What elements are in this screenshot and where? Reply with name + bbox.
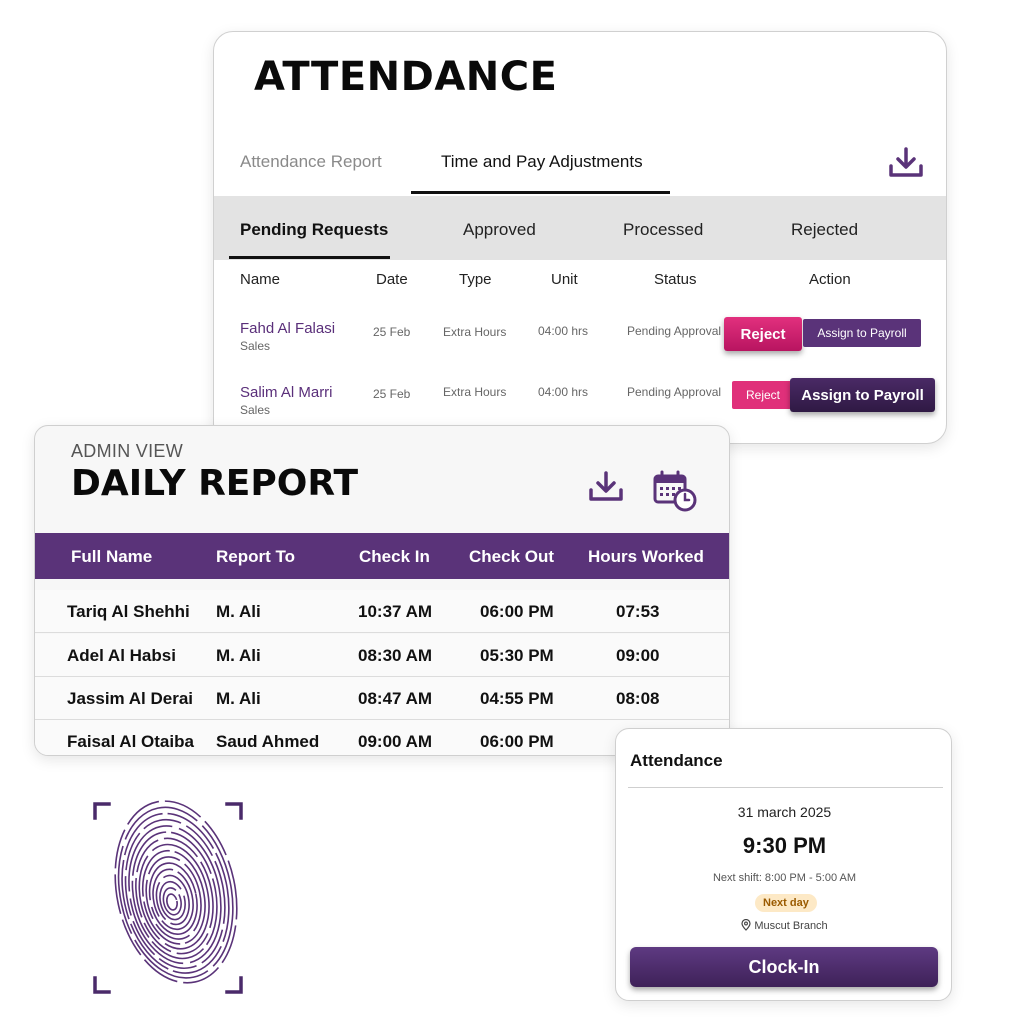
column-header-type: Type bbox=[459, 271, 492, 288]
cell-full-name: Jassim Al Derai bbox=[67, 689, 193, 708]
fingerprint-ridge bbox=[166, 893, 178, 911]
tab-attendance-report[interactable]: Attendance Report bbox=[240, 152, 382, 171]
fingerprint-ridge bbox=[114, 800, 238, 984]
cell-check-in: 10:37 AM bbox=[358, 602, 433, 621]
active-subtab-underline bbox=[229, 256, 390, 259]
request-employee-name[interactable]: Salim Al Marri bbox=[240, 384, 333, 401]
cell-check-out: 06:00 PM bbox=[480, 602, 554, 621]
request-unit: 04:00 hrs bbox=[538, 324, 589, 338]
cell-report-to: M. Ali bbox=[216, 602, 261, 621]
column-header-hours-worked: Hours Worked bbox=[588, 547, 704, 566]
request-employee-dept: Sales bbox=[240, 403, 271, 417]
cell-check-out: 06:00 PM bbox=[480, 732, 554, 751]
column-header-check-in: Check In bbox=[359, 547, 430, 566]
column-header-date: Date bbox=[376, 271, 408, 288]
table-row[interactable]: Adel Al Habsi M. Ali 08:30 AM 05:30 PM 0… bbox=[35, 634, 729, 677]
fingerprint-ridge bbox=[148, 862, 198, 935]
next-day-badge: Next day bbox=[755, 894, 817, 912]
request-date: 25 Feb bbox=[373, 387, 411, 401]
current-time: 9:30 PM bbox=[742, 833, 827, 858]
cell-report-to: M. Ali bbox=[216, 689, 261, 708]
daily-report-title: DAILY REPORT bbox=[71, 463, 359, 504]
assign-to-payroll-button[interactable]: Assign to Payroll bbox=[790, 378, 935, 412]
cell-full-name: Tariq Al Shehhi bbox=[67, 602, 190, 621]
attendance-title: ATTENDANCE bbox=[254, 54, 558, 100]
cell-hours-worked: 08:08 bbox=[616, 689, 660, 708]
subtab-pending-requests[interactable]: Pending Requests bbox=[240, 220, 389, 239]
tab-time-pay-adjustments[interactable]: Time and Pay Adjustments bbox=[441, 152, 643, 171]
next-shift-text: Next shift: 8:00 PM - 5:00 AM bbox=[712, 872, 857, 884]
cell-check-in: 09:00 AM bbox=[358, 732, 433, 751]
daily-report-header: Full Name Report To Check In Check Out H… bbox=[35, 533, 729, 579]
request-date: 25 Feb bbox=[373, 325, 411, 339]
fingerprint-ridge bbox=[131, 831, 218, 960]
subtab-rejected[interactable]: Rejected bbox=[791, 220, 859, 239]
admin-view-label: ADMIN VIEW bbox=[71, 441, 184, 461]
assign-to-payroll-button[interactable]: Assign to Payroll bbox=[803, 319, 921, 347]
request-type: Extra Hours bbox=[443, 385, 507, 399]
branch-location: Muscut Branch bbox=[616, 918, 953, 932]
table-row[interactable]: Jassim Al Derai M. Ali 08:47 AM 04:55 PM… bbox=[35, 677, 729, 720]
fingerprint-ridge bbox=[152, 868, 194, 931]
column-header-status: Status bbox=[654, 271, 697, 288]
daily-report-card: ADMIN VIEW DAILY REPORT Full Name Report… bbox=[34, 425, 730, 756]
table-row[interactable]: Tariq Al Shehhi M. Ali 10:37 AM 06:00 PM… bbox=[35, 590, 729, 633]
fingerprint-ridge bbox=[121, 812, 230, 974]
clock-card-title: Attendance bbox=[630, 751, 723, 770]
request-employee-name[interactable]: Fahd Al Falasi bbox=[240, 320, 336, 337]
fingerprint-ridge bbox=[162, 887, 182, 916]
calendar-clock-icon[interactable] bbox=[653, 470, 697, 512]
fingerprint-ridge bbox=[124, 818, 226, 969]
subtab-processed[interactable]: Processed bbox=[623, 220, 704, 239]
current-date: 31 march 2025 bbox=[737, 804, 832, 820]
table-row[interactable]: Faisal Al Otaiba Saud Ahmed 09:00 AM 06:… bbox=[35, 720, 729, 755]
fingerprint-ridge bbox=[117, 806, 234, 979]
subtab-approved[interactable]: Approved bbox=[463, 220, 536, 239]
cell-hours-worked: 09:00 bbox=[616, 646, 660, 665]
request-unit: 04:00 hrs bbox=[538, 385, 589, 399]
branch-name: Muscut Branch bbox=[754, 920, 828, 932]
column-header-full-name: Full Name bbox=[71, 547, 153, 566]
column-header-unit: Unit bbox=[551, 271, 578, 288]
attendance-card: ATTENDANCE Attendance Report Time and Pa… bbox=[213, 31, 947, 444]
request-employee-dept: Sales bbox=[240, 339, 271, 353]
cell-full-name: Faisal Al Otaiba bbox=[67, 732, 194, 751]
cell-report-to: Saud Ahmed bbox=[216, 732, 320, 751]
download-icon[interactable] bbox=[888, 146, 924, 180]
reject-button[interactable]: Reject bbox=[732, 381, 794, 409]
request-status: Pending Approval bbox=[627, 385, 722, 399]
cell-hours-worked: 07:53 bbox=[616, 602, 660, 621]
request-status: Pending Approval bbox=[627, 324, 722, 338]
cell-check-in: 08:47 AM bbox=[358, 689, 433, 708]
request-status-tabs: Pending Requests Approved Processed Reje… bbox=[214, 196, 946, 260]
cell-check-out: 04:55 PM bbox=[480, 689, 554, 708]
location-pin-icon bbox=[741, 918, 751, 931]
reject-button[interactable]: Reject bbox=[724, 317, 802, 351]
fingerprint-ridge bbox=[128, 825, 222, 965]
column-header-name: Name bbox=[240, 271, 281, 288]
clock-in-button[interactable]: Clock-In bbox=[630, 947, 938, 987]
fingerprint-ridge bbox=[135, 837, 214, 955]
divider bbox=[628, 787, 943, 788]
active-tab-underline bbox=[411, 191, 670, 194]
fingerprint-ridge bbox=[159, 880, 186, 921]
cell-full-name: Adel Al Habsi bbox=[67, 646, 176, 665]
cell-check-in: 08:30 AM bbox=[358, 646, 433, 665]
request-type: Extra Hours bbox=[443, 325, 507, 339]
fingerprint-ridge bbox=[145, 856, 202, 940]
cell-check-out: 05:30 PM bbox=[480, 646, 554, 665]
column-header-check-out: Check Out bbox=[469, 547, 555, 566]
clock-in-card: Attendance 31 march 2025 9:30 PM Next sh… bbox=[615, 728, 952, 1001]
cell-report-to: M. Ali bbox=[216, 646, 261, 665]
column-header-action: Action bbox=[809, 271, 851, 288]
fingerprint-ridge bbox=[138, 843, 210, 950]
fingerprint-icon bbox=[93, 800, 243, 994]
column-header-report-to: Report To bbox=[216, 547, 296, 566]
download-icon[interactable] bbox=[588, 470, 624, 504]
fingerprint-ridge bbox=[155, 874, 190, 926]
fingerprint-ridge bbox=[141, 849, 206, 945]
